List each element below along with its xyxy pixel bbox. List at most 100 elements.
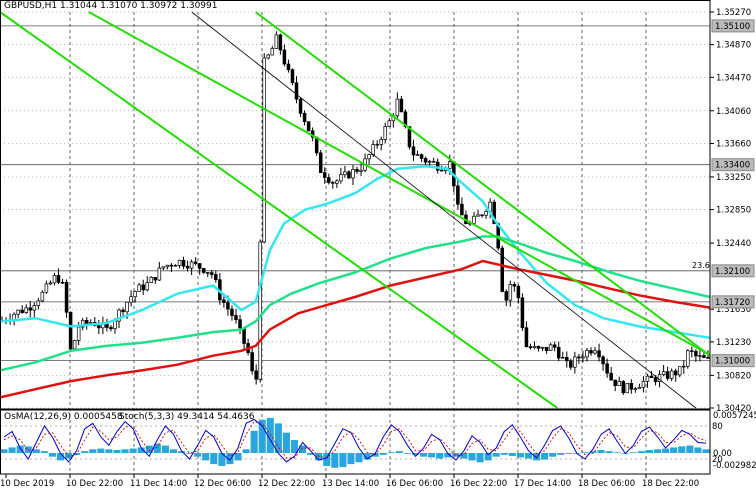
candle (327, 177, 331, 183)
candle (359, 169, 363, 172)
candle (500, 247, 505, 292)
osma-bar (541, 453, 549, 460)
osma-bar (8, 447, 16, 453)
osma-bar (218, 453, 226, 466)
candle (581, 356, 585, 359)
osma-bar (194, 453, 202, 457)
candle (84, 319, 89, 324)
candle (512, 284, 517, 287)
osma-bar (500, 453, 508, 455)
osma-bar (282, 432, 290, 453)
candle (137, 284, 141, 292)
osma-bar (702, 449, 710, 453)
osma-bar (533, 453, 541, 461)
candle (520, 297, 525, 329)
candle (577, 356, 581, 359)
candle (544, 346, 549, 351)
ema-mid-line (0, 235, 711, 372)
candle (56, 274, 61, 283)
candle (32, 305, 37, 311)
osma-bar (16, 445, 24, 453)
osma-bar (81, 451, 89, 453)
candle (661, 371, 666, 375)
candle (302, 112, 307, 122)
candle (157, 267, 162, 281)
candle (552, 344, 557, 348)
candle (621, 381, 626, 394)
candle (331, 182, 335, 184)
candle (234, 315, 238, 321)
osma-bar (274, 423, 282, 453)
candle (427, 161, 432, 163)
osma-bar (686, 445, 694, 453)
candle (205, 272, 210, 274)
candle (48, 282, 53, 285)
candle (318, 152, 323, 174)
y-tick-label: 1.32440 (716, 239, 751, 249)
osma-label: OsMA(12,26,9) 0.0005458 (4, 412, 123, 422)
candle (573, 356, 577, 368)
candle (641, 380, 646, 388)
candle (637, 387, 642, 390)
candle (274, 34, 279, 49)
candle (536, 345, 541, 349)
candle (68, 311, 73, 350)
candle (504, 291, 509, 301)
osma-bar (169, 449, 177, 453)
osma-bar (395, 451, 403, 453)
osma-bar (0, 449, 8, 453)
y-tick-label: 1.34470 (716, 73, 751, 83)
osma-bar (476, 453, 484, 463)
osma-bar (589, 451, 597, 453)
level-tag (711, 158, 755, 172)
trendline (191, 11, 697, 409)
candle (278, 34, 283, 51)
candle (524, 327, 529, 348)
candle (407, 126, 412, 148)
candle (141, 284, 145, 291)
osma-bar (428, 453, 436, 458)
osma-bar (670, 447, 678, 453)
candle (109, 327, 113, 330)
candle (351, 169, 355, 179)
candle (548, 344, 553, 351)
candle (121, 309, 125, 313)
candle (431, 161, 436, 163)
candle (335, 180, 339, 184)
candle (153, 276, 158, 281)
candle (633, 388, 638, 390)
candle (411, 146, 416, 156)
x-tick-label: 16 Dec 06:00 (386, 479, 443, 489)
channel-line (254, 11, 711, 357)
osma-bar (629, 452, 637, 454)
y-tick-label: 1.34060 (716, 107, 751, 117)
osma-bar (363, 453, 371, 460)
stoch-20-label: 20 (712, 455, 723, 465)
candle (629, 382, 634, 390)
candle (669, 370, 674, 379)
candle (210, 272, 214, 275)
osma-bar (411, 453, 420, 455)
y-tick-label: 1.35270 (716, 8, 751, 18)
candle (677, 366, 682, 376)
osc-y-label: 0.00 (713, 449, 732, 459)
osma-bar (694, 447, 702, 453)
candle (625, 382, 630, 394)
x-tick-label: 12 Dec 22:00 (258, 479, 315, 489)
osma-bar (258, 419, 266, 453)
candle (609, 372, 613, 381)
candle (645, 375, 650, 382)
osma-bar (565, 453, 573, 454)
candle (484, 211, 488, 216)
candle (294, 82, 299, 100)
candle (52, 274, 57, 284)
x-tick-label: 18 Dec 22:00 (642, 479, 699, 489)
candle (613, 379, 617, 386)
level-tag-label: 1.32100 (715, 267, 750, 277)
channel-line (88, 11, 711, 356)
candle (347, 171, 351, 179)
level-tag (711, 264, 755, 278)
osma-bar (331, 453, 339, 468)
candle (238, 319, 242, 329)
